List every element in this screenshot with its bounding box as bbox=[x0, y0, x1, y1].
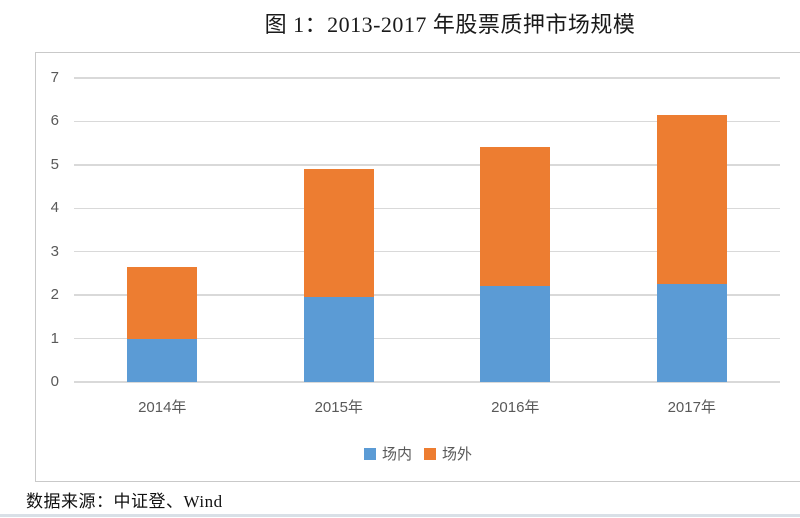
x-axis-tick-label: 2017年 bbox=[667, 399, 716, 416]
x-axis-tick-label: 2014年 bbox=[138, 399, 187, 416]
gridline bbox=[74, 381, 780, 383]
bar-segment-场外 bbox=[303, 169, 374, 298]
y-axis-tick-label: 4 bbox=[50, 199, 59, 217]
gridline bbox=[74, 164, 780, 166]
gridline bbox=[74, 77, 780, 79]
legend-item-场内: 场内 bbox=[363, 443, 412, 464]
legend-label: 场内 bbox=[381, 446, 412, 463]
y-axis-tick-label: 1 bbox=[50, 329, 59, 347]
bar-segment-场外 bbox=[656, 114, 727, 285]
y-axis-tick-label: 2 bbox=[50, 286, 59, 304]
chart-frame: 0 1 2 3 4 5 6 7 2014年 2015年 2016年 2017年 场内 场外 bbox=[35, 52, 800, 482]
y-axis-tick-label: 7 bbox=[50, 69, 59, 86]
gridline bbox=[74, 250, 780, 253]
y-axis-tick-label: 6 bbox=[50, 112, 59, 130]
bar-segment-场外 bbox=[480, 147, 551, 287]
legend-swatch bbox=[363, 447, 376, 460]
bar-segment-场内 bbox=[656, 284, 727, 382]
gridline bbox=[74, 294, 780, 296]
source-note: 数据来源：中证登、Wind bbox=[26, 492, 223, 511]
legend-item-场外: 场外 bbox=[424, 443, 472, 464]
x-axis-tick-label: 2016年 bbox=[491, 399, 540, 416]
bar-segment-场外 bbox=[127, 266, 198, 339]
gridline bbox=[74, 207, 780, 210]
bar-segment-场内 bbox=[480, 286, 551, 382]
chart-legend: 场内 场外 bbox=[36, 443, 800, 464]
y-axis-tick-label: 3 bbox=[50, 242, 59, 260]
legend-swatch bbox=[424, 447, 436, 460]
y-axis-tick-label: 0 bbox=[50, 373, 59, 390]
gridline bbox=[74, 120, 780, 123]
legend-label: 场外 bbox=[442, 446, 473, 463]
gridline bbox=[74, 337, 780, 340]
x-axis-tick-label: 2015年 bbox=[314, 399, 363, 416]
bar-segment-场内 bbox=[127, 338, 198, 382]
plot-area: 0 1 2 3 4 5 6 7 2014年 2015年 2016年 2017年 bbox=[36, 53, 800, 481]
bottom-divider bbox=[0, 514, 800, 517]
y-axis-tick-label: 5 bbox=[50, 155, 59, 173]
chart-title: 图 1：2013-2017 年股票质押市场规模 bbox=[264, 12, 636, 37]
bar-segment-场内 bbox=[303, 297, 374, 382]
